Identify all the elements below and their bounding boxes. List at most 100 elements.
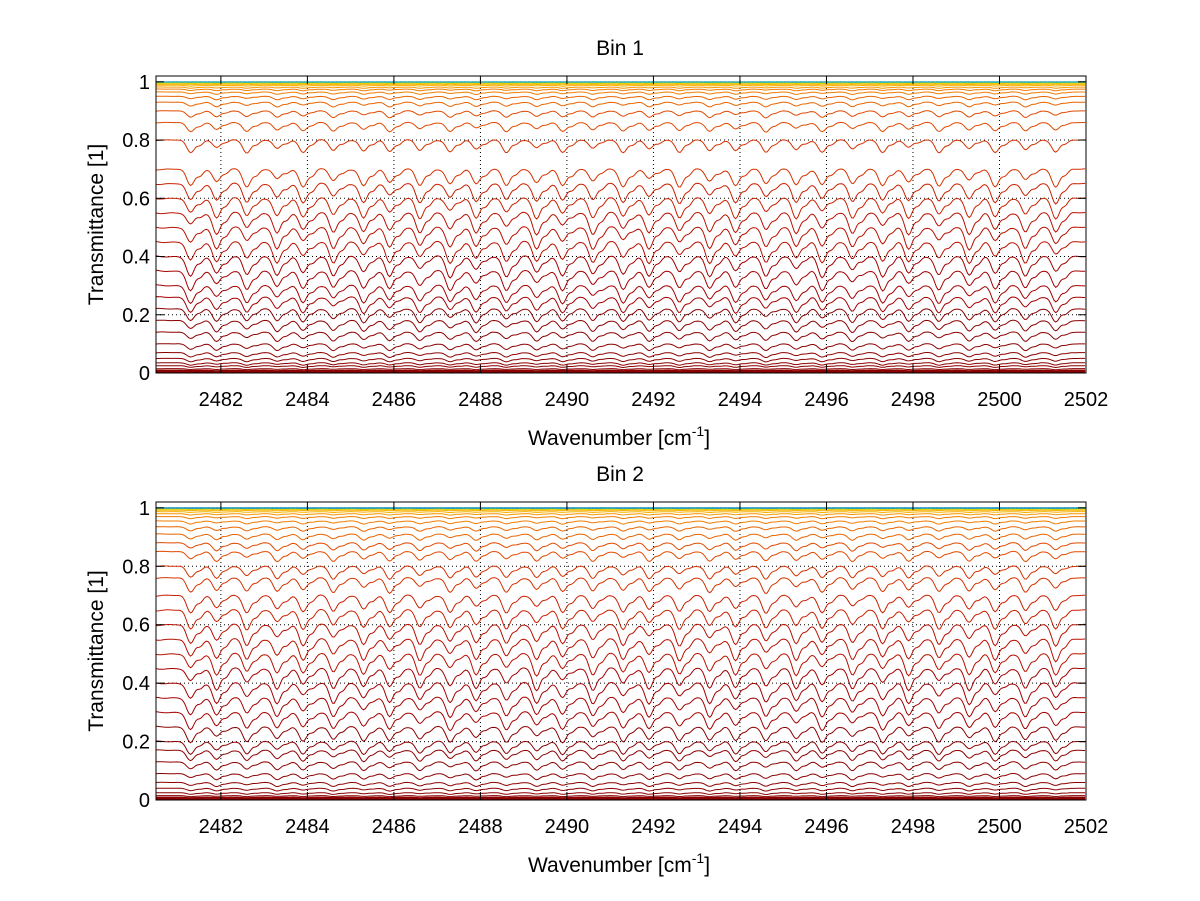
series-line (155, 95, 1086, 101)
x-tick-label: 2482 (199, 816, 244, 838)
axes-frame (155, 75, 1087, 374)
series-line (155, 513, 1086, 516)
series-line (156, 740, 1086, 756)
series-line (155, 594, 1086, 614)
x-tick-label: 2494 (718, 389, 763, 411)
series-line (155, 307, 1086, 324)
series-line (155, 197, 1086, 220)
series-line (155, 91, 1086, 96)
series-line (156, 623, 1086, 648)
x-tick-label: 2492 (631, 816, 676, 838)
y-tick-label: 0.2 (122, 305, 150, 327)
series-line (155, 240, 1086, 265)
series-line (156, 86, 1086, 89)
plot-area (156, 502, 1086, 800)
series-line (155, 226, 1086, 251)
y-tick-label: 0.4 (122, 247, 150, 269)
series-line (156, 168, 1086, 188)
y-axis-label: Transmittance [1] (85, 570, 108, 731)
x-tick-label: 2500 (977, 816, 1022, 838)
x-tick-label: 2498 (891, 816, 936, 838)
y-tick-label: 0 (139, 363, 150, 385)
series-line (155, 667, 1086, 692)
series-line (155, 638, 1086, 663)
series-line (155, 696, 1086, 719)
x-tick-label: 2488 (458, 389, 503, 411)
series-line (155, 296, 1086, 315)
series-line (155, 577, 1086, 595)
y-tick-label: 0.8 (122, 556, 150, 578)
x-axis-label: Wavenumber [cm-1] (528, 850, 710, 877)
x-axis-label: Wavenumber [cm-1] (528, 423, 710, 450)
y-tick-label: 0.4 (122, 673, 150, 695)
series-line (155, 725, 1086, 744)
series-line (155, 319, 1086, 334)
series-line (156, 515, 1086, 520)
y-tick-label: 0 (139, 790, 150, 812)
series-line (156, 773, 1086, 781)
x-tick-label: 2484 (285, 389, 330, 411)
series-line (155, 711, 1086, 732)
series-line (156, 84, 1086, 87)
series-line (155, 351, 1086, 359)
series-line (155, 357, 1086, 363)
series-group (155, 81, 1086, 374)
series-line (156, 365, 1086, 369)
series-line (155, 110, 1086, 119)
series-line (155, 542, 1086, 552)
x-tick-label: 2498 (891, 389, 936, 411)
series-line (155, 331, 1086, 343)
series-line (156, 509, 1086, 512)
series-line (155, 101, 1086, 108)
series-line (155, 88, 1086, 92)
series-line (155, 526, 1086, 532)
series-line (155, 565, 1086, 581)
y-tick-label: 0.8 (122, 130, 150, 152)
x-tick-label: 2486 (372, 389, 417, 411)
series-line (156, 511, 1086, 514)
y-tick-label: 0.6 (122, 188, 150, 210)
y-tick-label: 1 (139, 498, 150, 520)
series-line (155, 681, 1086, 706)
y-axis-label: Transmittance [1] (85, 144, 108, 305)
series-line (155, 533, 1086, 541)
series-line (155, 652, 1086, 677)
series-line (156, 284, 1086, 305)
series-line (155, 121, 1086, 133)
plot-area (156, 76, 1086, 373)
chart-bin-1: 2482 2484 2486 2488 2490 2492 2494 2496 2498 2500… (85, 37, 1108, 450)
series-line (156, 796, 1086, 799)
series-line (155, 255, 1086, 279)
x-tick-label: 2482 (199, 389, 244, 411)
x-tick-label: 2496 (804, 816, 849, 838)
series-line (155, 787, 1086, 792)
x-tick-label: 2488 (458, 816, 503, 838)
series-line (155, 761, 1086, 772)
series-line (155, 343, 1086, 352)
y-tick-label: 0.2 (122, 732, 150, 754)
x-tick-label: 2500 (977, 389, 1022, 411)
chart-bin-2: 2482 2484 2486 2488 2490 2492 2494 2496 2498 2500… (85, 463, 1108, 877)
series-line (156, 369, 1086, 372)
x-tick-label: 2496 (804, 389, 849, 411)
series-line (155, 792, 1086, 796)
y-tick-label: 0.6 (122, 615, 150, 637)
series-line (155, 139, 1086, 154)
axes-frame (155, 501, 1087, 801)
x-tick-label: 2484 (285, 816, 330, 838)
series-line (156, 368, 1086, 371)
x-tick-label: 2494 (718, 816, 763, 838)
x-tick-label: 2486 (372, 816, 417, 838)
x-tick-label: 2492 (631, 389, 676, 411)
x-tick-label: 2490 (545, 389, 590, 411)
series-line (155, 781, 1086, 788)
series-line (155, 550, 1086, 563)
series-line (155, 269, 1086, 292)
series-line (155, 182, 1086, 205)
series-line (156, 520, 1086, 525)
series-line (155, 211, 1086, 236)
series-line (155, 795, 1086, 798)
x-tick-label: 2502 (1064, 389, 1109, 411)
series-line (156, 362, 1086, 366)
